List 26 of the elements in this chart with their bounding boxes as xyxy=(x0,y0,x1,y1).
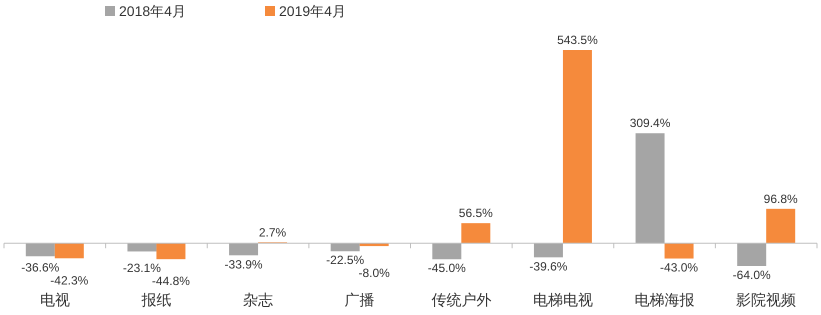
x-tick-label: 影院视频 xyxy=(736,292,796,309)
x-tick-label: 报纸 xyxy=(140,292,172,309)
legend-label: 2018年4月 xyxy=(119,3,186,19)
data-label: -23.1% xyxy=(122,261,162,276)
x-tick-label: 传统户外 xyxy=(431,292,492,309)
data-label: -42.3% xyxy=(50,273,89,288)
legend-label: 2019年4月 xyxy=(279,3,346,19)
data-label: 543.5% xyxy=(557,33,598,47)
data-label: -45.0% xyxy=(428,261,466,276)
data-label: -64.0% xyxy=(732,268,772,282)
data-label: -36.6% xyxy=(21,260,60,274)
x-tick-label: 杂志 xyxy=(243,292,274,309)
data-label: -44.8% xyxy=(152,274,190,288)
data-label: -33.9% xyxy=(224,257,263,272)
x-tick-label: 广播 xyxy=(344,292,375,309)
data-label: 2.7% xyxy=(258,225,287,240)
data-label: -22.5% xyxy=(326,253,365,268)
data-label: 56.5% xyxy=(458,206,494,220)
data-label: 96.8% xyxy=(764,192,798,206)
x-tick-label: 电视 xyxy=(40,292,70,309)
data-label: -8.0% xyxy=(358,266,390,280)
data-label: 309.4% xyxy=(630,116,671,130)
data-label: -39.6% xyxy=(529,259,568,274)
data-label: -43.0% xyxy=(660,260,698,275)
x-tick-label: 电梯海报 xyxy=(634,292,695,309)
x-tick-label: 电梯电视 xyxy=(532,292,593,309)
